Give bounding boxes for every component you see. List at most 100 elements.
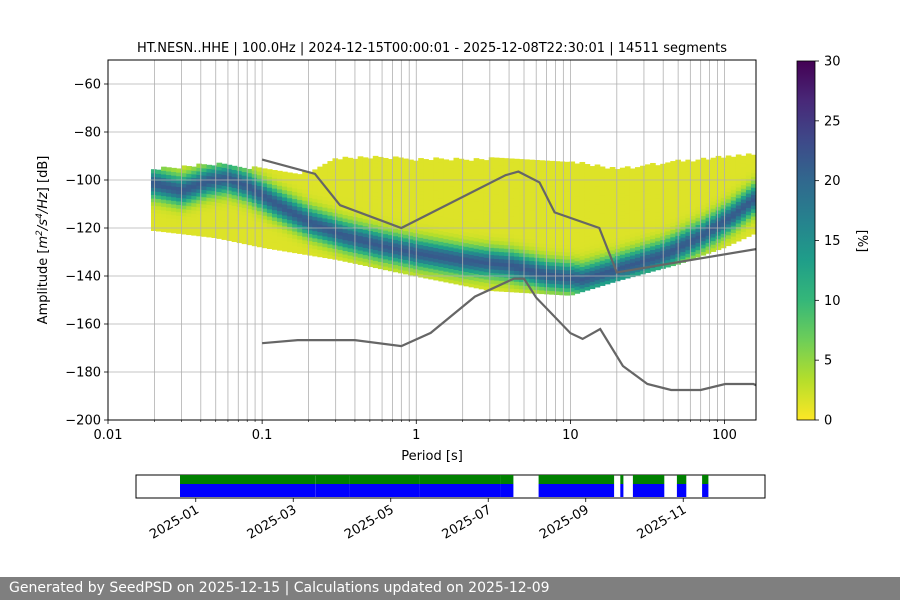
heatmap-cell	[745, 185, 752, 191]
heatmap-cell	[191, 202, 197, 207]
heatmap-cell	[695, 184, 702, 189]
heatmap-cell	[589, 176, 596, 182]
heatmap-cell	[191, 188, 197, 193]
heatmap-cell	[665, 263, 671, 268]
heatmap-cell	[428, 264, 434, 269]
heatmap-cell	[720, 164, 727, 170]
date-tick-label: 2025-09	[537, 502, 592, 542]
heatmap-cell	[624, 187, 631, 193]
heatmap-cell	[156, 187, 162, 192]
heatmap-cell	[513, 255, 520, 261]
heatmap-cell	[433, 171, 439, 177]
heatmap-cell	[564, 273, 571, 278]
heatmap-cell	[322, 225, 329, 230]
heatmap-cell	[392, 196, 399, 201]
heatmap-cell	[433, 179, 439, 184]
heatmap-cell	[156, 180, 162, 185]
heatmap-cell	[524, 184, 530, 189]
heatmap-cell	[473, 183, 480, 188]
heatmap-cell	[529, 181, 535, 186]
heatmap-cell	[524, 170, 530, 175]
heatmap-cell	[730, 156, 737, 161]
heatmap-cell	[715, 166, 722, 171]
heatmap-cell	[398, 229, 404, 234]
heatmap-cell	[186, 194, 192, 200]
heatmap-cell	[261, 222, 268, 227]
heatmap-cell	[554, 243, 560, 249]
heatmap-cell	[589, 216, 596, 221]
heatmap-cell	[448, 225, 455, 230]
heatmap-cell	[337, 198, 344, 204]
heatmap-cell	[569, 280, 576, 285]
heatmap-cell	[710, 236, 717, 242]
heatmap-cell	[226, 175, 233, 180]
heatmap-cell	[690, 175, 697, 181]
heatmap-cell	[256, 181, 263, 187]
heatmap-cell	[428, 250, 434, 255]
heatmap-cell	[529, 184, 535, 190]
heatmap-cell	[347, 240, 354, 245]
heatmap-cell	[392, 217, 399, 222]
heatmap-cell	[539, 199, 545, 205]
heatmap-cell	[720, 233, 727, 238]
heatmap-cell	[372, 191, 379, 197]
heatmap-cell	[468, 171, 475, 176]
heatmap-cell	[176, 222, 182, 227]
y-tick-label: −100	[65, 174, 101, 189]
heatmap-cell	[433, 204, 439, 209]
heatmap-cell	[196, 232, 202, 237]
heatmap-cell	[549, 247, 555, 252]
heatmap-cell	[624, 173, 631, 178]
heatmap-cell	[493, 189, 500, 195]
heatmap-cell	[423, 202, 429, 207]
heatmap-cell	[508, 162, 515, 167]
heatmap-cell	[307, 240, 313, 245]
heatmap-cell	[715, 231, 722, 236]
heatmap-cell	[191, 181, 197, 186]
heatmap-cell	[166, 199, 172, 204]
heatmap-cell	[398, 243, 404, 249]
heatmap-cell	[604, 200, 611, 206]
heatmap-cell	[624, 256, 631, 261]
heatmap-cell	[287, 204, 293, 210]
heatmap-cell	[629, 262, 636, 267]
heatmap-cell	[226, 182, 233, 187]
heatmap-cell	[246, 208, 253, 213]
heatmap-cell	[468, 167, 475, 173]
heatmap-cell	[271, 213, 278, 218]
heatmap-cell	[529, 274, 535, 280]
heatmap-cell	[352, 169, 359, 174]
heatmap-cell	[524, 249, 530, 254]
heatmap-cell	[710, 222, 717, 227]
heatmap-cell	[559, 255, 565, 260]
heatmap-cell	[508, 262, 515, 268]
heatmap-cell	[418, 201, 424, 206]
heatmap-cell	[529, 220, 535, 226]
heatmap-cell	[372, 224, 379, 229]
heatmap-cell	[226, 186, 233, 191]
heatmap-cell	[740, 195, 747, 200]
heatmap-cell	[645, 211, 651, 216]
heatmap-cell	[337, 191, 344, 196]
heatmap-cell	[589, 184, 596, 189]
heatmap-cell	[483, 275, 490, 280]
heatmap-cell	[297, 217, 303, 222]
heatmap-cell	[524, 216, 530, 222]
heatmap-cell	[443, 181, 450, 186]
heatmap-cell	[700, 204, 707, 209]
heatmap-cell	[201, 200, 208, 205]
heatmap-cell	[488, 232, 495, 238]
heatmap-cell	[463, 256, 470, 262]
heatmap-cell	[513, 259, 520, 264]
heatmap-cell	[398, 211, 404, 216]
heatmap-cell	[574, 170, 581, 175]
heatmap-cell	[488, 214, 495, 220]
heatmap-cell	[327, 215, 334, 220]
heatmap-cell	[594, 229, 601, 234]
heatmap-cell	[473, 194, 480, 199]
heatmap-cell	[428, 192, 434, 197]
heatmap-cell	[564, 248, 571, 253]
heatmap-cell	[584, 225, 591, 230]
heatmap-cell	[277, 188, 283, 194]
heatmap-cell	[549, 211, 555, 216]
